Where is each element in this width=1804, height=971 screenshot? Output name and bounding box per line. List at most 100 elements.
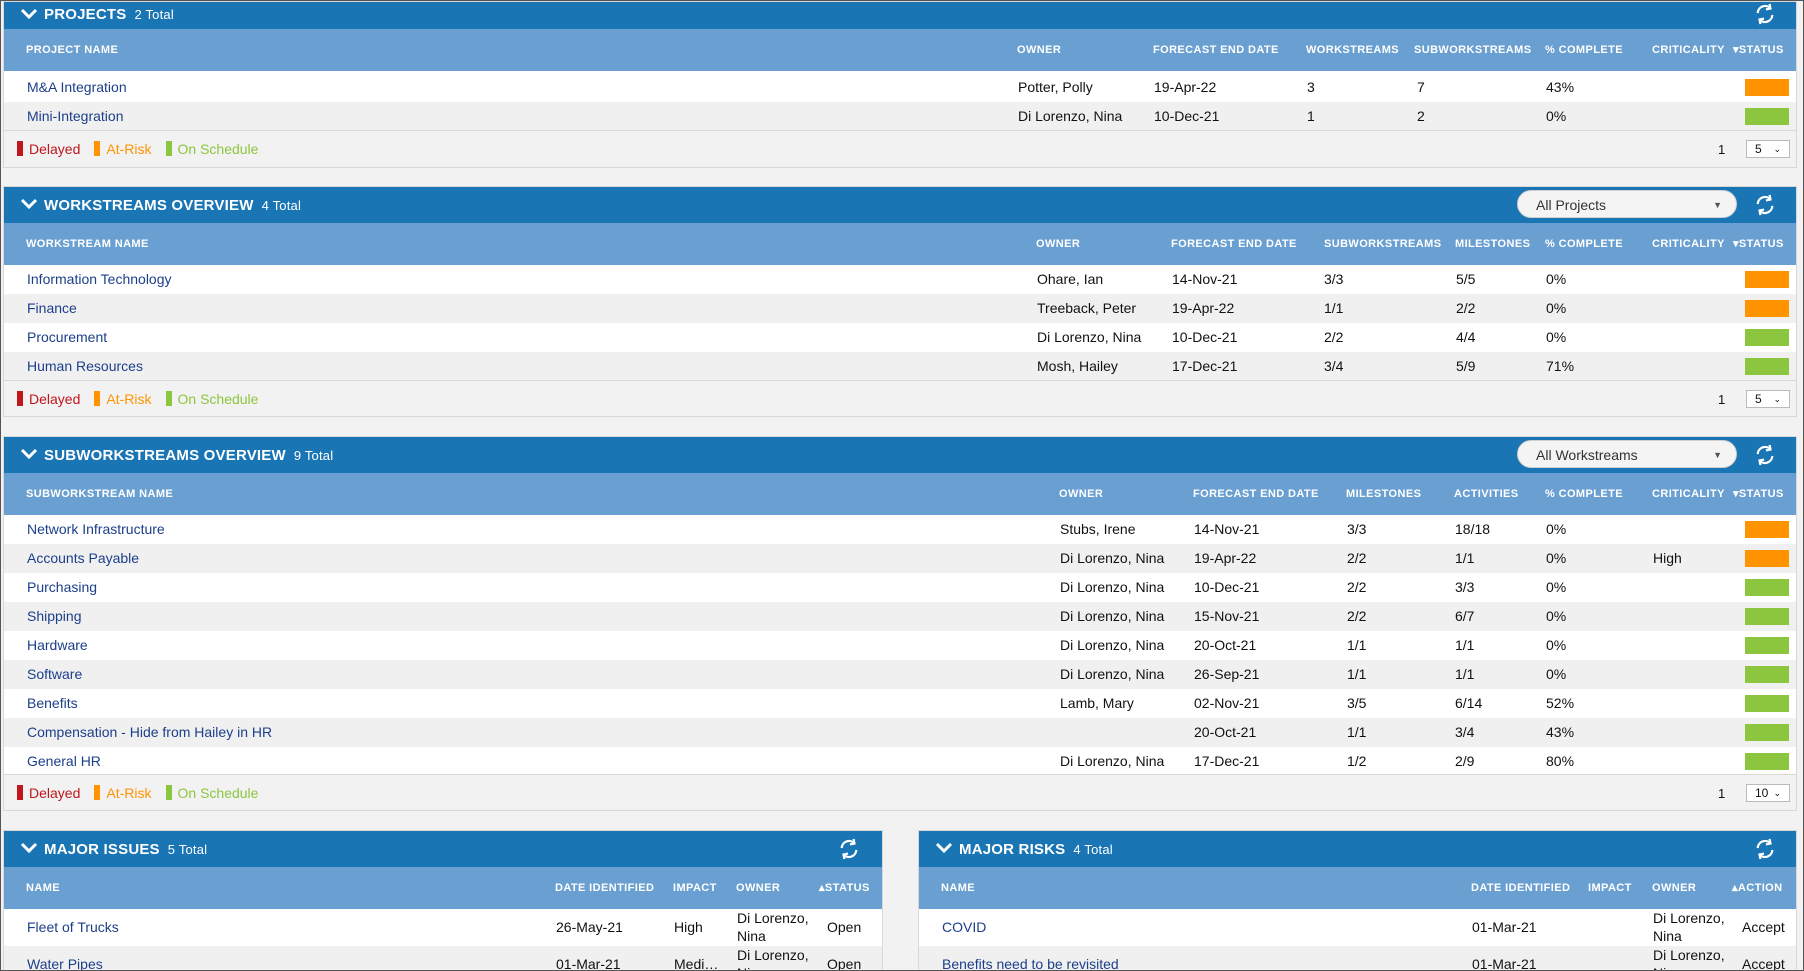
chevron-down-icon[interactable]	[20, 8, 38, 20]
table-row[interactable]: Information Technology Ohare, Ian 14-Nov-2…	[4, 265, 1796, 294]
col-project-name[interactable]: PROJECT NAME	[26, 44, 119, 56]
chevron-down-icon[interactable]	[20, 198, 38, 210]
col-owner[interactable]: OWNER	[1652, 882, 1697, 894]
col-percent-complete[interactable]: % COMPLETE	[1545, 238, 1623, 250]
row-name-link[interactable]: Benefits	[27, 695, 78, 711]
table-row[interactable]: Shipping Di Lorenzo, Nina 15-Nov-21 2/2 6/7 0…	[4, 602, 1796, 631]
row-name-link[interactable]: Procurement	[27, 329, 108, 345]
row-name-link[interactable]: Information Technology	[27, 271, 172, 287]
page-number[interactable]: 1	[1718, 392, 1726, 407]
col-status[interactable]: ▴STATUS	[819, 882, 870, 894]
on-schedule-swatch	[165, 785, 172, 800]
chevron-down-icon[interactable]	[935, 842, 953, 854]
col-activities[interactable]: ACTIVITIES	[1454, 488, 1519, 500]
percent-complete-cell: 71%	[1546, 358, 1575, 374]
row-name-link[interactable]: Mini-Integration	[27, 108, 124, 124]
row-name-link[interactable]: Hardware	[27, 637, 88, 653]
col-forecast-end-date[interactable]: FORECAST END DATE	[1171, 238, 1297, 250]
activities-cell: 1/1	[1455, 637, 1475, 653]
page-size-select[interactable]: 10 ⌄	[1746, 784, 1790, 802]
page-number[interactable]: 1	[1718, 142, 1726, 157]
row-name-link[interactable]: M&A Integration	[27, 79, 127, 95]
table-header: WORKSTREAM NAME OWNER FORECAST END DATE …	[4, 223, 1796, 265]
col-status[interactable]: ▾STATUS	[1733, 488, 1784, 500]
col-owner[interactable]: OWNER	[1036, 238, 1081, 250]
row-name-link[interactable]: Human Resources	[27, 358, 143, 374]
col-criticality[interactable]: CRITICALITY	[1652, 44, 1725, 56]
row-name-link[interactable]: Benefits need to be revisited	[942, 956, 1119, 971]
col-date-identified[interactable]: DATE IDENTIFIED	[555, 882, 655, 894]
refresh-icon[interactable]	[1754, 838, 1776, 860]
col-forecast-end-date[interactable]: FORECAST END DATE	[1193, 488, 1319, 500]
project-filter-select[interactable]: All Projects ▼	[1517, 190, 1737, 218]
col-action[interactable]: ▴ACTION	[1732, 882, 1783, 894]
col-status[interactable]: ▾STATUS	[1733, 238, 1784, 250]
row-name-link[interactable]: Fleet of Trucks	[27, 919, 119, 935]
col-impact[interactable]: IMPACT	[1588, 882, 1632, 894]
table-row[interactable]: Procurement Di Lorenzo, Nina 10-Dec-21 2/2 4…	[4, 323, 1796, 352]
chevron-down-icon[interactable]	[20, 842, 38, 854]
table-row[interactable]: Benefits Lamb, Mary 02-Nov-21 3/5 6/14 52%	[4, 689, 1796, 718]
page-size-select[interactable]: 5 ⌄	[1746, 390, 1790, 408]
refresh-icon[interactable]	[838, 838, 860, 860]
row-name-link[interactable]: Network Infrastructure	[27, 521, 165, 537]
workstreams-panel: WORKSTREAMS OVERVIEW 4 Total All Projects…	[3, 186, 1797, 417]
row-name-link[interactable]: Software	[27, 666, 83, 682]
table-row[interactable]: Mini-Integration Di Lorenzo, Nina 10-Dec-2…	[4, 102, 1796, 131]
row-name-link[interactable]: General HR	[27, 753, 101, 769]
col-criticality[interactable]: CRITICALITY	[1652, 488, 1725, 500]
table-row[interactable]: General HR Di Lorenzo, Nina 17-Dec-21 1/2 2/…	[4, 747, 1796, 776]
table-row[interactable]: COVID 01-Mar-21 Di Lorenzo, Nina Accept	[919, 909, 1796, 946]
table-row[interactable]: Finance Treeback, Peter 19-Apr-22 1/1 2/2 0%	[4, 294, 1796, 323]
total-count: 2 Total	[134, 7, 174, 22]
col-workstream-name[interactable]: WORKSTREAM NAME	[26, 238, 149, 250]
refresh-icon[interactable]	[1754, 3, 1776, 25]
col-owner[interactable]: OWNER	[736, 882, 781, 894]
table-row[interactable]: Fleet of Trucks 26-May-21 High Di Lorenzo, N…	[4, 909, 882, 946]
row-name-link[interactable]: Accounts Payable	[27, 550, 140, 566]
col-date-identified[interactable]: DATE IDENTIFIED	[1471, 882, 1571, 894]
table-row[interactable]: Purchasing Di Lorenzo, Nina 10-Dec-21 2/2 3/…	[4, 573, 1796, 602]
page-size-select[interactable]: 5 ⌄	[1746, 140, 1790, 158]
col-subworkstreams[interactable]: SUBWORKSTREAMS	[1414, 44, 1532, 56]
col-milestones[interactable]: MILESTONES	[1455, 238, 1531, 250]
table-row[interactable]: Hardware Di Lorenzo, Nina 20-Oct-21 1/1 1/1 0…	[4, 631, 1796, 660]
workstream-filter-select[interactable]: All Workstreams ▼	[1517, 440, 1737, 468]
status-indicator	[1745, 666, 1789, 683]
row-name-link[interactable]: Water Pipes	[27, 956, 103, 971]
row-name-link[interactable]: Finance	[27, 300, 77, 316]
subworkstreams-header: SUBWORKSTREAMS OVERVIEW 9 Total All Works…	[4, 437, 1796, 473]
row-name-link[interactable]: Purchasing	[27, 579, 98, 595]
refresh-icon[interactable]	[1754, 194, 1776, 216]
col-criticality[interactable]: CRITICALITY	[1652, 238, 1725, 250]
col-workstreams[interactable]: WORKSTREAMS	[1306, 44, 1400, 56]
table-row[interactable]: Accounts Payable Di Lorenzo, Nina 19-Apr-2…	[4, 544, 1796, 573]
row-name-link[interactable]: Compensation - Hide from Hailey in HR	[27, 724, 273, 740]
table-row[interactable]: Compensation - Hide from Hailey in HR 20-…	[4, 718, 1796, 747]
table-row[interactable]: M&A Integration Potter, Polly 19-Apr-22 3 7 4…	[4, 73, 1796, 102]
col-impact[interactable]: IMPACT	[673, 882, 717, 894]
page-number[interactable]: 1	[1718, 786, 1726, 801]
table-row[interactable]: Water Pipes 01-Mar-21 Medi… Di Lorenzo, Nina…	[4, 946, 882, 971]
col-owner[interactable]: OWNER	[1017, 44, 1062, 56]
col-name[interactable]: NAME	[26, 882, 60, 894]
legend-delayed: Delayed	[29, 391, 81, 407]
table-row[interactable]: Software Di Lorenzo, Nina 26-Sep-21 1/1 1/1 0…	[4, 660, 1796, 689]
row-name-link[interactable]: COVID	[942, 919, 987, 935]
refresh-icon[interactable]	[1754, 444, 1776, 466]
col-owner[interactable]: OWNER	[1059, 488, 1104, 500]
row-name-link[interactable]: Shipping	[27, 608, 82, 624]
chevron-down-icon[interactable]	[20, 448, 38, 460]
col-subworkstreams[interactable]: SUBWORKSTREAMS	[1324, 238, 1442, 250]
col-percent-complete[interactable]: % COMPLETE	[1545, 488, 1623, 500]
col-milestones[interactable]: MILESTONES	[1346, 488, 1422, 500]
col-subworkstream-name[interactable]: SUBWORKSTREAM NAME	[26, 488, 174, 500]
owner-cell-line2: Nina	[1653, 965, 1682, 970]
table-row[interactable]: Human Resources Mosh, Hailey 17-Dec-21 3/4 5…	[4, 352, 1796, 381]
col-name[interactable]: NAME	[941, 882, 975, 894]
col-status[interactable]: ▾STATUS	[1733, 44, 1784, 56]
table-row[interactable]: Benefits need to be revisited 01-Mar-21 Di…	[919, 946, 1796, 971]
col-forecast-end-date[interactable]: FORECAST END DATE	[1153, 44, 1279, 56]
table-row[interactable]: Network Infrastructure Stubs, Irene 14-Nov…	[4, 515, 1796, 544]
col-percent-complete[interactable]: % COMPLETE	[1545, 44, 1623, 56]
